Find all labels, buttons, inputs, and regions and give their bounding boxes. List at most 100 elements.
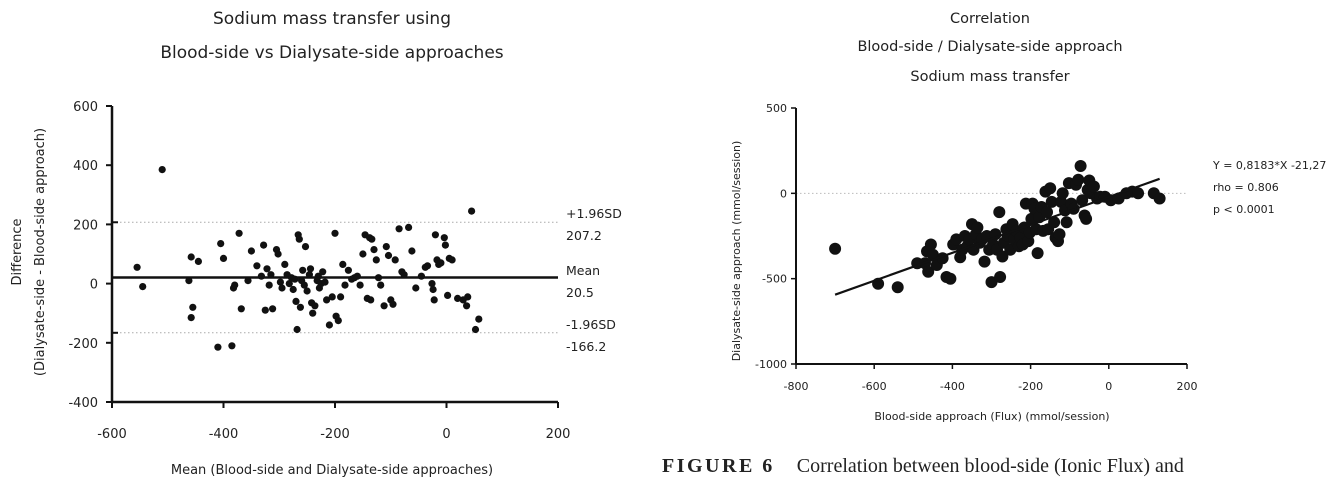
data-point xyxy=(829,242,842,255)
data-point xyxy=(309,309,317,317)
left-x-tick-label: -200 xyxy=(320,427,350,442)
left-title-line-2: Blood-side vs Dialysate-side approaches xyxy=(160,43,503,63)
data-point xyxy=(441,241,449,249)
data-point xyxy=(274,250,282,258)
data-point xyxy=(468,207,476,215)
right-x-tick-label: 200 xyxy=(1177,380,1198,393)
data-point xyxy=(978,255,991,268)
data-point xyxy=(356,281,364,289)
data-point xyxy=(253,262,261,270)
correlation-chart: Correlation Blood-side / Dialysate-side … xyxy=(730,11,1326,423)
data-point xyxy=(219,254,228,262)
figure-caption: FIGURE 6 Correlation between blood-side (… xyxy=(662,455,1184,478)
data-point xyxy=(328,293,336,301)
upper-limit-value: 207.2 xyxy=(566,228,602,243)
data-point xyxy=(285,280,293,288)
data-point xyxy=(412,284,420,292)
data-point xyxy=(228,342,236,350)
data-point xyxy=(971,221,984,234)
data-point xyxy=(194,257,202,265)
p-value: p < 0.0001 xyxy=(1213,203,1275,216)
data-point xyxy=(384,251,393,260)
data-point xyxy=(281,260,289,268)
left-ylabel-line-2: (Dialysate-side - Blood-side approach) xyxy=(33,128,48,376)
mean-value: 20.5 xyxy=(566,285,594,300)
data-point xyxy=(994,271,1007,283)
rho-value: rho = 0.806 xyxy=(1213,181,1279,194)
left-reference-labels: +1.96SD 207.2 Mean 20.5 -1.96SD -166.2 xyxy=(566,206,622,354)
data-point xyxy=(1076,194,1089,207)
data-point xyxy=(1080,212,1093,225)
data-point xyxy=(303,287,311,295)
right-x-tick-label: -400 xyxy=(940,380,965,393)
data-point xyxy=(291,275,299,283)
mean-label: Mean xyxy=(566,263,600,278)
right-x-tick-label: 0 xyxy=(1105,380,1112,393)
data-point xyxy=(368,235,376,243)
data-point xyxy=(301,243,310,251)
data-point xyxy=(244,277,252,285)
data-point xyxy=(133,263,141,271)
right-title-line-3: Sodium mass transfer xyxy=(910,69,1069,85)
left-x-tick-label: -600 xyxy=(97,427,127,442)
data-point xyxy=(158,166,166,174)
data-point xyxy=(996,250,1009,263)
data-point xyxy=(214,343,222,351)
data-point xyxy=(311,302,319,310)
data-point xyxy=(231,281,239,289)
right-ylabel: Dialysate-side approach (mmol/session) xyxy=(730,141,743,362)
data-point xyxy=(944,272,957,285)
bland-altman-chart: Sodium mass transfer using Blood-side vs… xyxy=(10,9,622,478)
data-point xyxy=(1074,160,1087,172)
data-point xyxy=(314,272,322,280)
data-point xyxy=(440,234,448,242)
right-x-tick-label: -200 xyxy=(1018,380,1043,393)
data-point xyxy=(323,296,331,304)
data-point xyxy=(334,317,342,325)
data-point xyxy=(891,281,904,294)
data-point xyxy=(344,266,352,274)
left-xlabel: Mean (Blood-side and Dialysate-side appr… xyxy=(171,463,493,478)
data-point xyxy=(299,266,307,274)
upper-limit-label: +1.96SD xyxy=(566,206,622,221)
right-y-tick-label: -1000 xyxy=(755,358,787,371)
data-point xyxy=(267,271,275,279)
data-point xyxy=(265,281,273,289)
data-point xyxy=(448,256,456,264)
data-point xyxy=(331,229,339,237)
data-point xyxy=(1060,216,1073,229)
data-point xyxy=(437,259,445,267)
regression-equation: Y = 0,8183*X -21,27 xyxy=(1212,159,1326,172)
data-point xyxy=(1053,228,1066,241)
data-point xyxy=(444,291,452,299)
data-point xyxy=(341,281,349,289)
data-point xyxy=(235,229,243,237)
data-point xyxy=(430,296,438,304)
left-x-tick-label: 0 xyxy=(442,427,450,442)
data-point xyxy=(306,265,315,273)
data-point xyxy=(295,235,303,243)
right-title-line-1: Correlation xyxy=(950,11,1030,27)
data-point xyxy=(339,260,347,268)
data-point xyxy=(1087,180,1100,193)
data-point xyxy=(289,285,297,294)
data-point xyxy=(305,271,313,279)
data-point xyxy=(395,225,403,233)
data-point xyxy=(429,285,437,294)
right-y-tick-label: 500 xyxy=(766,102,787,115)
data-point xyxy=(417,272,425,280)
left-y-tick-label: -400 xyxy=(68,396,98,411)
data-point xyxy=(1044,182,1057,195)
caption-text: Correlation between blood-side (Ionic Fl… xyxy=(796,455,1184,477)
data-point xyxy=(993,206,1006,219)
regression-annotation: Y = 0,8183*X -21,27 rho = 0.806 p < 0.00… xyxy=(1212,159,1326,216)
data-point xyxy=(260,241,268,249)
left-y-tick-label: 400 xyxy=(73,159,98,174)
data-point xyxy=(454,294,462,302)
right-y-tick-label: -500 xyxy=(762,273,787,286)
left-y-tick-label: -200 xyxy=(68,337,98,352)
data-point xyxy=(187,253,195,261)
data-point xyxy=(408,247,416,255)
data-point xyxy=(319,268,327,276)
data-point xyxy=(185,277,193,285)
